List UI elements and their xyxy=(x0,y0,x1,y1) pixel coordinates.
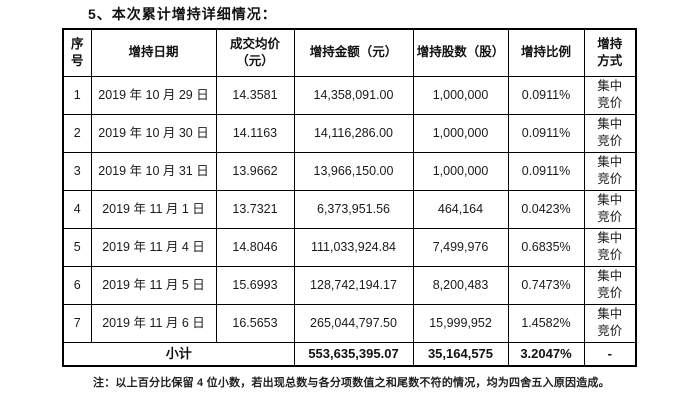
cell-price: 13.9662 xyxy=(215,151,295,191)
header-shares: 增持股数（股） xyxy=(412,28,509,77)
cell-date: 2019 年 10 月 29 日 xyxy=(90,75,217,115)
header-date: 增持日期 xyxy=(90,28,217,77)
cell-ratio: 0.6835% xyxy=(507,227,585,267)
cell-amount: 6,373,951.56 xyxy=(293,189,414,229)
header-ratio: 增持比例 xyxy=(507,28,585,77)
cell-price: 13.7321 xyxy=(215,189,295,229)
cell-shares: 1,000,000 xyxy=(412,113,509,153)
header-row: 序 号 增持日期 成交均价 （元） 增持金额（元） 增持股数（股） 增持比例 增… xyxy=(62,28,637,77)
cell-ratio: 0.0911% xyxy=(507,113,585,153)
holdings-table: 序 号 增持日期 成交均价 （元） 增持金额（元） 增持股数（股） 增持比例 增… xyxy=(62,28,637,367)
cell-amount: 128,742,194.17 xyxy=(293,265,414,305)
cell-shares: 7,499,976 xyxy=(412,227,509,267)
subtotal-method: - xyxy=(583,341,637,367)
table-row: 7 2019 年 11 月 6 日 16.5653 265,044,797.50 15,… xyxy=(62,303,637,343)
cell-amount: 265,044,797.50 xyxy=(293,303,414,343)
cell-method: 集中 竞价 xyxy=(583,151,637,191)
cell-date: 2019 年 11 月 6 日 xyxy=(90,303,217,343)
table-body: 1 2019 年 10 月 29 日 14.3581 14,358,091.00 1,0… xyxy=(62,75,637,343)
cell-method: 集中 竞价 xyxy=(583,227,637,267)
table-row: 3 2019 年 10 月 31 日 13.9662 13,966,150.00 1,0… xyxy=(62,151,637,191)
cell-shares: 1,000,000 xyxy=(412,151,509,191)
cell-amount: 14,116,286.00 xyxy=(293,113,414,153)
table-row: 2 2019 年 10 月 30 日 14.1163 14,116,286.00 1,0… xyxy=(62,113,637,153)
header-price: 成交均价 （元） xyxy=(215,28,295,77)
cell-amount: 111,033,924.84 xyxy=(293,227,414,267)
cell-ratio: 0.7473% xyxy=(507,265,585,305)
cell-price: 15.6993 xyxy=(215,265,295,305)
table-row: 4 2019 年 11 月 1 日 13.7321 6,373,951.56 464,1… xyxy=(62,189,637,229)
cell-ratio: 0.0423% xyxy=(507,189,585,229)
table-row: 6 2019 年 11 月 5 日 15.6993 128,742,194.17 8,2… xyxy=(62,265,637,305)
cell-no: 1 xyxy=(62,75,92,115)
cell-no: 6 xyxy=(62,265,92,305)
cell-method: 集中 竞价 xyxy=(583,189,637,229)
subtotal-amount: 553,635,395.07 xyxy=(293,341,414,367)
cell-ratio: 0.0911% xyxy=(507,151,585,191)
table-row: 5 2019 年 11 月 4 日 14.8046 111,033,924.84 7,4… xyxy=(62,227,637,267)
cell-no: 7 xyxy=(62,303,92,343)
section-title: 5、本次累计增持详细情况： xyxy=(88,6,277,22)
header-no: 序 号 xyxy=(62,28,92,77)
cell-no: 4 xyxy=(62,189,92,229)
cell-amount: 13,966,150.00 xyxy=(293,151,414,191)
cell-price: 14.8046 xyxy=(215,227,295,267)
cell-shares: 1,000,000 xyxy=(412,75,509,115)
subtotal-shares: 35,164,575 xyxy=(412,341,509,367)
cell-price: 14.3581 xyxy=(215,75,295,115)
cell-method: 集中 竞价 xyxy=(583,113,637,153)
cell-shares: 15,999,952 xyxy=(412,303,509,343)
cell-price: 14.1163 xyxy=(215,113,295,153)
cell-date: 2019 年 11 月 5 日 xyxy=(90,265,217,305)
cell-no: 3 xyxy=(62,151,92,191)
cell-method: 集中 竞价 xyxy=(583,303,637,343)
footnote: 注：以上百分比保留 4 位小数，若出现总数与各分项数值之和尾数不符的情况，均为四… xyxy=(93,377,610,389)
cell-no: 5 xyxy=(62,227,92,267)
cell-date: 2019 年 11 月 1 日 xyxy=(90,189,217,229)
cell-amount: 14,358,091.00 xyxy=(293,75,414,115)
header-method: 增持 方式 xyxy=(583,28,637,77)
subtotal-row: 小计 553,635,395.07 35,164,575 3.2047% - xyxy=(62,341,637,367)
subtotal-ratio: 3.2047% xyxy=(507,341,585,367)
subtotal-label: 小计 xyxy=(62,341,295,367)
cell-ratio: 1.4582% xyxy=(507,303,585,343)
cell-method: 集中 竞价 xyxy=(583,75,637,115)
header-amount: 增持金额（元） xyxy=(293,28,414,77)
cell-shares: 8,200,483 xyxy=(412,265,509,305)
cell-no: 2 xyxy=(62,113,92,153)
cell-price: 16.5653 xyxy=(215,303,295,343)
cell-ratio: 0.0911% xyxy=(507,75,585,115)
cell-date: 2019 年 11 月 4 日 xyxy=(90,227,217,267)
cell-date: 2019 年 10 月 30 日 xyxy=(90,113,217,153)
cell-shares: 464,164 xyxy=(412,189,509,229)
cell-method: 集中 竞价 xyxy=(583,265,637,305)
table-row: 1 2019 年 10 月 29 日 14.3581 14,358,091.00 1,0… xyxy=(62,75,637,115)
cell-date: 2019 年 10 月 31 日 xyxy=(90,151,217,191)
